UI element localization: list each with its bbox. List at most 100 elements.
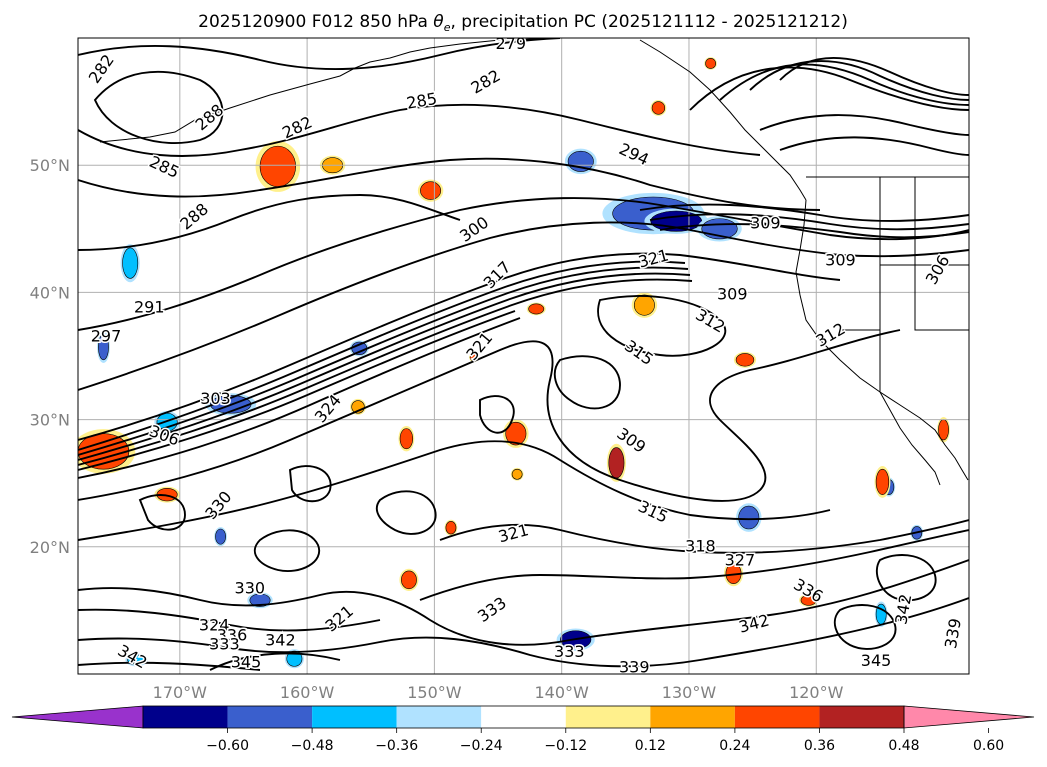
contour-label: 324	[199, 615, 230, 634]
axis-tick-labels: 20°N 30°N 40°N 50°N 170°W 160°W 150°W 140°W 130°…	[30, 156, 844, 702]
precip-patch	[259, 145, 296, 188]
colorbar-tick-label: 0.48	[888, 738, 919, 754]
lon-tick-label: 130°W	[662, 683, 717, 702]
colorbar-tick-label: 0.24	[719, 738, 750, 754]
contour-line	[78, 278, 693, 466]
contour-line	[253, 529, 321, 572]
coastlines	[99, 38, 969, 486]
map-frame	[77, 37, 970, 675]
precip-patch	[401, 570, 417, 590]
border-states	[840, 177, 969, 392]
lon-tick-label: 120°W	[789, 683, 844, 702]
coastline-west-coast	[795, 199, 969, 481]
contour-line	[639, 203, 969, 222]
contour-label: 345	[861, 651, 892, 670]
precip-patch	[420, 181, 442, 200]
contour-line	[689, 66, 969, 111]
contour-line	[375, 490, 437, 535]
colorbar-tick-label: 0.12	[635, 738, 666, 754]
colorbar-segment	[396, 706, 482, 728]
contour-line	[597, 295, 727, 357]
contour-line	[93, 70, 224, 144]
contour-line	[78, 260, 686, 451]
lat-tick-label: 50°N	[30, 156, 70, 175]
contour-line	[138, 494, 186, 531]
contour-label: 297	[91, 327, 122, 346]
precip-patch	[215, 528, 226, 545]
contour-label: 309	[717, 285, 748, 304]
colorbar-segment	[312, 706, 397, 728]
contour-label: 303	[200, 389, 231, 408]
precip-patch	[98, 334, 109, 361]
lon-tick-label: 140°W	[535, 683, 590, 702]
contour-line	[875, 554, 937, 602]
contour-label: 333	[209, 634, 240, 653]
precip-patch	[705, 58, 717, 69]
precip-patch	[738, 505, 760, 530]
contour-line	[749, 60, 969, 101]
colorbar-extend-low	[11, 705, 144, 729]
contour-label: 342	[265, 631, 296, 650]
colorbar-extend-high	[903, 705, 1035, 729]
contour-label: 318	[685, 537, 716, 556]
precip-patch	[875, 468, 890, 495]
coastline-baja	[879, 391, 941, 486]
contour-line	[419, 529, 969, 601]
contour-line	[719, 63, 969, 106]
contour-label: 309	[825, 250, 856, 269]
contour-line	[779, 136, 969, 156]
contour-line	[78, 272, 691, 461]
precip-patch	[505, 421, 527, 446]
precip-patch	[735, 353, 755, 367]
colorbar-tick-label: −0.36	[375, 738, 418, 754]
title-theta-symbol: θ	[433, 12, 444, 32]
colorbar-segment	[650, 706, 735, 728]
contour-line	[288, 465, 332, 503]
contour-line	[209, 652, 341, 671]
contour-line	[78, 266, 689, 456]
contour-label: 330	[235, 579, 266, 598]
lat-tick-label: 20°N	[30, 538, 70, 557]
colorbar-frame	[142, 705, 905, 729]
contour-line	[553, 355, 621, 410]
precip-patch	[249, 593, 271, 607]
contour-line	[78, 329, 901, 502]
colorbar-tick-label: −0.48	[291, 738, 334, 754]
contour-label: 339	[619, 657, 650, 676]
colorbar-tick-label: −0.24	[460, 738, 503, 754]
contour-line	[78, 197, 969, 331]
precip-patch	[122, 247, 139, 279]
contour-label: 315	[57, 474, 76, 505]
contour-line	[78, 252, 841, 441]
precip-patch	[399, 428, 414, 450]
contour-line	[78, 221, 969, 391]
chart-title: 2025120900 F012 850 hPa θe, precipitatio…	[198, 12, 848, 34]
colorbar: −0.60 −0.48 −0.36 −0.24 −0.12 0.12 0.24 0.36 0.4…	[11, 705, 1035, 754]
contour-line	[779, 57, 969, 96]
colorbar-tick-label: −0.12	[544, 738, 587, 754]
colorbar-tick-label: 0.60	[973, 738, 1004, 754]
title-prefix: 2025120900 F012 850 hPa	[198, 12, 433, 32]
contour-line	[78, 103, 761, 157]
precip-patch	[633, 294, 655, 316]
contour-line	[78, 194, 461, 251]
precip-patch	[608, 447, 625, 479]
colorbar-segment	[227, 706, 313, 728]
contour-line	[759, 114, 969, 136]
contour-line	[78, 310, 516, 471]
colorbar-segment	[481, 706, 566, 728]
lat-tick-label: 40°N	[30, 283, 70, 302]
precip-patch	[511, 468, 523, 480]
contour-line	[78, 597, 969, 668]
contour-label: 327	[725, 551, 756, 570]
contour-line	[479, 395, 515, 434]
colorbar-segment	[565, 706, 651, 728]
lat-tick-label: 30°N	[30, 411, 70, 430]
precip-patch	[651, 101, 666, 115]
contour-line	[78, 38, 561, 71]
contour-label: 336	[217, 626, 248, 645]
contour-line	[78, 661, 261, 671]
coastline-alaska	[99, 38, 561, 143]
contour-line	[78, 559, 969, 646]
